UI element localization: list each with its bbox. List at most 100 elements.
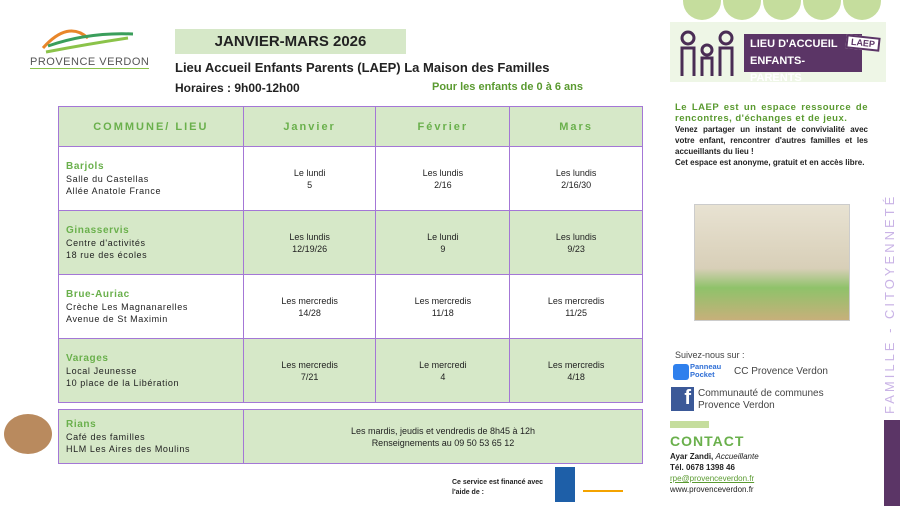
- commune-name: Rians: [66, 418, 97, 430]
- vertical-tagline: FAMILLE - CITOYENNETÉ: [882, 193, 897, 415]
- header-mars: Mars: [509, 106, 643, 147]
- fb-line2: Provence Verdon: [698, 400, 775, 411]
- family-icon: [680, 30, 734, 76]
- commune-name: Ginasservis: [66, 224, 130, 236]
- date-cell-jan: Les mercredis 7/21: [242, 338, 377, 403]
- day-label: Le mercredi: [419, 359, 467, 370]
- header-janvier: Janvier: [242, 106, 377, 147]
- funding-text: Ce service est financé avec l'aide de :: [452, 479, 544, 496]
- age-range: Pour les enfants de 0 à 6 ans: [432, 81, 584, 93]
- description: Le LAEP est un espace ressource de renco…: [675, 102, 868, 168]
- page-title: Lieu Accueil Enfants Parents (LAEP) La M…: [175, 60, 550, 75]
- laep-logo: LIEU D'ACCUEIL ENFANTS-PARENTS LAEP: [670, 22, 886, 84]
- table-row: Ginasservis Centre d'activités 18 rue de…: [58, 210, 643, 275]
- side-bar: [884, 420, 900, 506]
- schedule: Les mardis, jeudis et vendredis de 8h45 …: [350, 425, 536, 436]
- commune-name: Barjols: [66, 160, 105, 172]
- rians-table: Rians Café des familles HLM Les Aires de…: [58, 409, 643, 464]
- location-cell: Ginasservis Centre d'activités 18 rue de…: [58, 210, 244, 275]
- contact-phone: Tél. 0678 1398 46: [670, 463, 735, 472]
- place-name: Café des familles: [66, 431, 146, 442]
- commune-name: Brue-Auriac: [66, 288, 130, 300]
- day-label: Les lundis: [555, 167, 597, 178]
- contact-role: Accueillante: [715, 452, 759, 461]
- facebook-icon[interactable]: f: [671, 387, 694, 411]
- caf-logo-icon: [555, 467, 575, 502]
- schedule-table: COMMUNE/ LIEU Janvier Février Mars Barjo…: [58, 106, 643, 403]
- decor-circle: [683, 0, 721, 20]
- table-row: Rians Café des familles HLM Les Aires de…: [58, 409, 643, 464]
- description-body: Venez partager un instant de convivialit…: [675, 125, 868, 156]
- contact-title: CONTACT: [670, 433, 745, 449]
- day-label: Les mercredis: [414, 295, 472, 306]
- logo-name: PROVENCE VERDON: [30, 56, 150, 69]
- date-cell-jan: Les mercredis 14/28: [242, 274, 377, 339]
- contact-email[interactable]: rpe@provenceverdon.fr: [670, 474, 755, 483]
- place-name: Local Jeunesse: [66, 365, 137, 376]
- header-fevrier: Février: [375, 106, 511, 147]
- date-cell-feb: Le lundi 9: [375, 210, 511, 275]
- dates: 2/16: [434, 179, 452, 190]
- dates: 11/25: [565, 307, 588, 318]
- date-cell-mar: Les lundis 9/23: [509, 210, 643, 275]
- date-cell-mar: Les lundis 2/16/30: [509, 146, 643, 211]
- description-lead: Le LAEP est un espace ressource de renco…: [675, 102, 868, 124]
- contact-name: Ayar Zandi, Accueillante: [670, 452, 759, 461]
- dates: 5: [307, 179, 313, 190]
- dates: 2/16/30: [561, 179, 592, 190]
- fb-line1: Communauté de communes: [698, 388, 824, 399]
- commune-name: Varages: [66, 352, 109, 364]
- period-banner: JANVIER-MARS 2026: [175, 29, 406, 54]
- day-label: Le lundi: [427, 231, 459, 242]
- laep-line1: LIEU D'ACCUEIL: [750, 38, 838, 50]
- dates: 7/21: [300, 371, 319, 382]
- table-row: Brue-Auriac Crèche Les Magnanarelles Ave…: [58, 274, 643, 339]
- address: Avenue de St Maximin: [66, 313, 168, 324]
- facebook-label[interactable]: Communauté de communes Provence Verdon: [698, 388, 824, 412]
- place-name: Centre d'activités: [66, 237, 146, 248]
- contact-person: Ayar Zandi,: [670, 452, 714, 461]
- address: Allée Anatole France: [66, 185, 162, 196]
- description-body: Cet espace est anonyme, gratuit et en ac…: [675, 158, 865, 167]
- day-label: Les mercredis: [547, 359, 605, 370]
- follow-label: Suivez-nous sur :: [675, 350, 745, 360]
- location-cell: Barjols Salle du Castellas Allée Anatole…: [58, 146, 244, 211]
- dates: 9: [440, 243, 446, 254]
- pocket-text: Pocket: [690, 370, 715, 379]
- day-label: Les lundis: [422, 167, 464, 178]
- date-cell-feb: Le mercredi 4: [375, 338, 511, 403]
- departement-logo-icon: [583, 476, 623, 492]
- header-commune: COMMUNE/ LIEU: [58, 106, 244, 147]
- hours: Horaires : 9h00-12h00: [175, 81, 300, 95]
- phone-info: Renseignements au 09 50 53 65 12: [371, 437, 515, 448]
- day-label: Les mercredis: [281, 295, 338, 306]
- date-cell-jan: Les lundis 12/19/26: [242, 210, 377, 275]
- divider: [670, 421, 709, 428]
- dates: 11/18: [431, 307, 454, 318]
- playroom-photo: [694, 204, 850, 321]
- panneaupocket-icon: [673, 364, 689, 380]
- date-cell-jan: Le lundi 5: [242, 146, 377, 211]
- panneaupocket-label[interactable]: CC Provence Verdon: [734, 366, 828, 377]
- date-cell-mar: Les mercredis 11/25: [509, 274, 643, 339]
- day-label: Le lundi: [293, 167, 326, 178]
- laep-line2: ENFANTS-PARENTS: [750, 55, 805, 84]
- day-label: Les lundis: [289, 231, 330, 242]
- day-label: Les mercredis: [547, 295, 605, 306]
- date-cell-feb: Les lundis 2/16: [375, 146, 511, 211]
- date-cell-mar: Les mercredis 4/18: [509, 338, 643, 403]
- panneaupocket-logo[interactable]: Panneau Pocket: [690, 363, 721, 379]
- location-cell: Rians Café des familles HLM Les Aires de…: [58, 409, 244, 464]
- website-link[interactable]: www.provenceverdon.fr: [670, 485, 754, 494]
- day-label: Les lundis: [555, 231, 597, 242]
- decor-circle: [803, 0, 841, 20]
- location-cell: Brue-Auriac Crèche Les Magnanarelles Ave…: [58, 274, 244, 339]
- place-name: Crèche Les Magnanarelles: [66, 301, 188, 312]
- decor-circle: [723, 0, 761, 20]
- dates: 9/23: [567, 243, 585, 254]
- address: 18 rue des écoles: [66, 249, 148, 260]
- table-row: Barjols Salle du Castellas Allée Anatole…: [58, 146, 643, 211]
- provence-verdon-logo-icon: [41, 29, 134, 54]
- decor-circle: [843, 0, 881, 20]
- dates: 14/28: [298, 307, 321, 318]
